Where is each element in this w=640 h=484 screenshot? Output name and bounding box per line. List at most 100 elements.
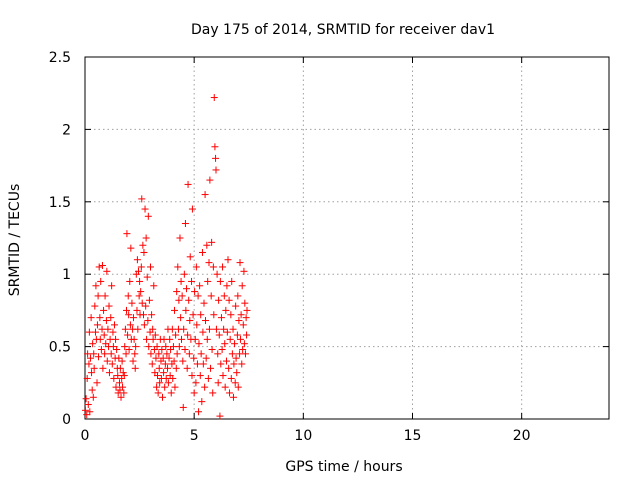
data-point <box>243 306 251 314</box>
x-tick-label: 0 <box>81 428 90 444</box>
data-point <box>150 282 158 290</box>
data-point <box>140 321 148 329</box>
data-point <box>210 94 218 102</box>
data-point <box>230 360 238 368</box>
data-point <box>90 350 98 358</box>
data-point <box>110 374 118 382</box>
data-point <box>196 282 204 290</box>
data-point <box>112 335 120 343</box>
data-point <box>169 343 177 351</box>
data-point <box>152 354 160 362</box>
data-point <box>166 335 174 343</box>
data-point <box>241 299 249 307</box>
y-tick-label: 1.5 <box>49 195 71 211</box>
data-point <box>139 241 147 249</box>
data-point <box>239 321 247 329</box>
data-point <box>173 288 181 296</box>
data-point <box>165 354 173 362</box>
data-point <box>88 369 96 377</box>
data-point <box>197 311 205 319</box>
data-point <box>114 372 122 380</box>
data-point <box>227 311 235 319</box>
data-point <box>155 364 163 372</box>
data-point <box>188 277 196 285</box>
data-point <box>181 220 189 228</box>
data-point <box>223 328 231 336</box>
data-point <box>184 180 192 188</box>
data-point <box>208 238 216 246</box>
data-point <box>119 383 127 391</box>
data-point <box>145 343 153 351</box>
data-point <box>81 406 89 414</box>
data-point <box>122 306 130 314</box>
data-point <box>185 296 193 304</box>
data-point <box>164 379 172 387</box>
data-point <box>103 357 111 365</box>
data-point <box>92 282 100 290</box>
data-point <box>138 299 146 307</box>
data-point <box>237 311 245 319</box>
data-point <box>212 325 220 333</box>
data-point <box>188 372 196 380</box>
data-point <box>138 195 146 203</box>
data-point <box>201 383 209 391</box>
data-point <box>233 369 241 377</box>
data-point <box>129 314 137 322</box>
data-point <box>142 234 150 242</box>
data-point <box>168 325 176 333</box>
data-point <box>141 205 149 213</box>
data-point <box>231 379 239 387</box>
data-point <box>104 325 112 333</box>
data-point <box>84 350 92 358</box>
data-point <box>134 267 142 275</box>
data-point <box>234 292 242 300</box>
data-point <box>99 364 107 372</box>
data-point <box>136 277 144 285</box>
data-point <box>121 325 129 333</box>
data-point <box>167 345 175 353</box>
data-point <box>219 372 227 380</box>
data-point <box>226 335 234 343</box>
data-point <box>131 364 139 372</box>
data-point <box>171 383 179 391</box>
data-point <box>87 314 95 322</box>
data-point <box>161 360 169 368</box>
plot-area-frame <box>84 56 610 420</box>
data-point <box>148 311 156 319</box>
data-point <box>137 263 145 271</box>
data-point <box>193 321 201 329</box>
data-point <box>147 350 155 358</box>
data-point <box>213 270 221 278</box>
data-point <box>212 166 220 174</box>
x-axis-label: GPS time / hours <box>285 459 402 475</box>
chart-title: Day 175 of 2014, SRMTID for receiver dav… <box>191 22 495 38</box>
y-tick-label: 0.5 <box>49 340 71 356</box>
data-point <box>95 263 103 271</box>
data-point <box>231 340 239 348</box>
data-point <box>132 343 140 351</box>
data-point <box>232 302 240 310</box>
data-point <box>131 350 139 358</box>
data-point <box>151 331 159 339</box>
data-point <box>125 311 133 319</box>
x-tick-label: 5 <box>190 428 199 444</box>
data-point <box>142 302 150 310</box>
data-point <box>236 259 244 267</box>
data-point <box>126 321 134 329</box>
data-point <box>98 262 106 270</box>
data-point <box>238 282 246 290</box>
data-point <box>236 350 244 358</box>
data-point <box>182 306 190 314</box>
data-point <box>147 263 154 271</box>
data-point <box>214 379 222 387</box>
data-point <box>101 350 109 358</box>
data-point <box>122 350 130 358</box>
x-tick-label: 20 <box>513 428 531 444</box>
data-point <box>184 331 192 339</box>
data-point <box>229 393 237 401</box>
data-point <box>240 340 248 348</box>
data-point <box>159 354 167 362</box>
data-point <box>209 263 217 271</box>
data-point <box>148 360 156 368</box>
